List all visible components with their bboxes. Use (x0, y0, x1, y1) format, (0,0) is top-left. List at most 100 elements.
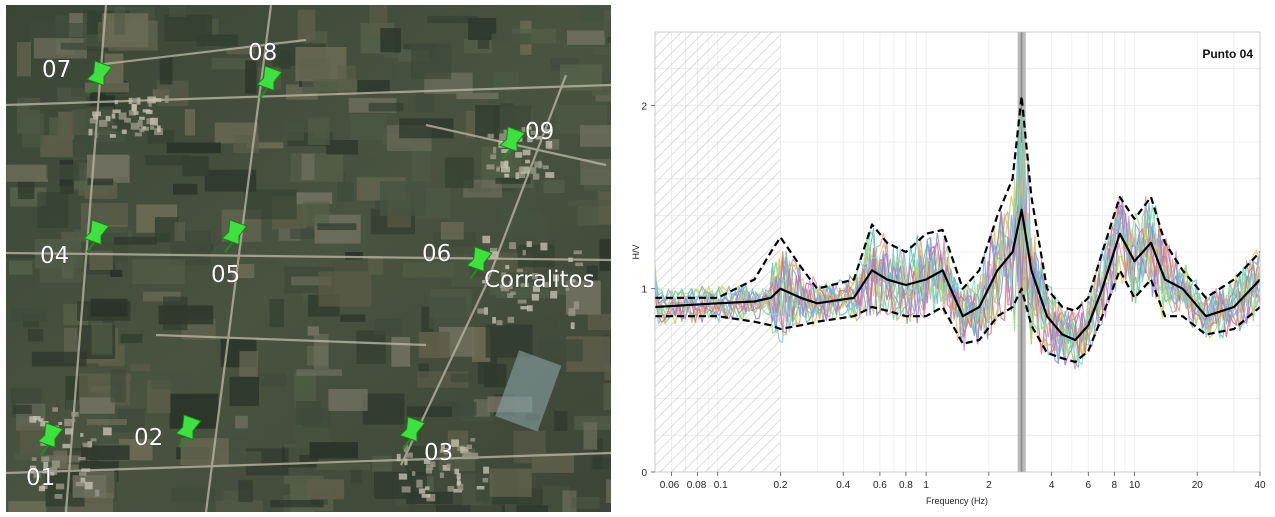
building (421, 494, 431, 498)
building (521, 126, 526, 132)
building (460, 446, 469, 454)
building (133, 111, 139, 115)
field-parcel (513, 430, 546, 464)
field-parcel (407, 406, 452, 417)
field-parcel (340, 314, 366, 322)
building (128, 97, 133, 105)
mean-hv-curve (655, 208, 1260, 342)
field-parcel (157, 80, 189, 107)
building (534, 161, 542, 168)
roads (6, 5, 611, 512)
building (505, 265, 510, 270)
building (130, 122, 140, 130)
building (553, 274, 559, 282)
field-parcel (174, 222, 185, 242)
field-parcel (293, 372, 317, 409)
field-parcel (49, 117, 66, 139)
building (457, 483, 464, 491)
building (451, 439, 459, 447)
map-pin-07[interactable]: 07 (42, 57, 113, 94)
field-parcel (368, 255, 384, 275)
field-parcel (86, 419, 127, 426)
map-pin-03[interactable]: 03 (399, 416, 454, 466)
x-tick-label: 0.2 (774, 480, 788, 491)
building (134, 132, 142, 137)
field-parcel (284, 475, 324, 484)
building (31, 457, 37, 461)
building (532, 173, 540, 180)
field-parcel (151, 371, 190, 390)
building (531, 293, 539, 301)
field-parcel (71, 85, 87, 97)
building (571, 279, 576, 283)
building (93, 114, 98, 120)
chart-title: Punto 04 (1202, 47, 1253, 61)
building (33, 471, 41, 479)
map-pin-01[interactable]: 01 (26, 422, 64, 491)
building (109, 134, 116, 138)
field-parcel (60, 183, 74, 195)
field-parcel (317, 223, 357, 231)
field-parcel (583, 422, 598, 450)
building (477, 308, 485, 314)
field-parcel (295, 401, 322, 425)
field-parcel (580, 5, 605, 22)
map-pin-label: 08 (248, 40, 277, 66)
field-parcel (571, 496, 600, 509)
field-parcel (495, 177, 531, 184)
building (77, 457, 86, 461)
field-parcel (379, 181, 426, 216)
field-parcel (296, 192, 333, 204)
field-parcel (37, 192, 69, 228)
field-parcel (403, 262, 453, 278)
x-tick-label: 40 (1254, 480, 1266, 491)
map-pin-06[interactable]: 06 (422, 241, 493, 280)
urban-areas (29, 95, 584, 502)
building (515, 152, 523, 158)
field-parcel (29, 102, 78, 110)
x-tick-label: 0.1 (714, 480, 728, 491)
building (545, 129, 551, 134)
field-parcel (86, 154, 129, 178)
map-pin-09[interactable]: 09 (499, 119, 555, 160)
field-parcel (568, 199, 611, 206)
building (426, 494, 436, 502)
pushpin-icon (256, 65, 283, 92)
building (482, 280, 486, 284)
building (516, 268, 523, 273)
field-parcel (485, 324, 533, 358)
map-pin-04[interactable]: 04 (40, 219, 110, 269)
building (499, 133, 508, 141)
y-tick-label: 0 (641, 468, 647, 479)
field-parcel (17, 177, 35, 200)
building (139, 116, 145, 120)
field-parcel (350, 114, 387, 140)
map-pin-label: 04 (40, 243, 69, 269)
field-parcel (291, 276, 332, 286)
building (80, 477, 86, 484)
field-parcel (89, 250, 113, 270)
field-parcel (318, 271, 372, 307)
building (504, 173, 509, 178)
field-parcel (548, 139, 560, 150)
field-parcel (269, 299, 284, 328)
building (90, 438, 97, 442)
x-tick-label: 1 (923, 480, 929, 491)
building (423, 459, 431, 464)
map-pin-08[interactable]: 08 (248, 40, 283, 99)
field-parcel (196, 34, 238, 47)
building (570, 322, 575, 330)
building (542, 165, 549, 170)
building (510, 291, 516, 295)
building (29, 416, 37, 423)
map-pin-02[interactable]: 02 (134, 414, 202, 451)
pushpin-icon (83, 219, 110, 246)
field-parcel (102, 311, 114, 334)
y-tick-label: 2 (641, 101, 647, 112)
field-parcel (233, 135, 259, 153)
building (418, 488, 426, 494)
map-pin-05[interactable]: 05 (211, 219, 248, 288)
field-parcel (368, 102, 404, 112)
field-parcel (61, 231, 89, 241)
field-parcel (307, 326, 319, 336)
